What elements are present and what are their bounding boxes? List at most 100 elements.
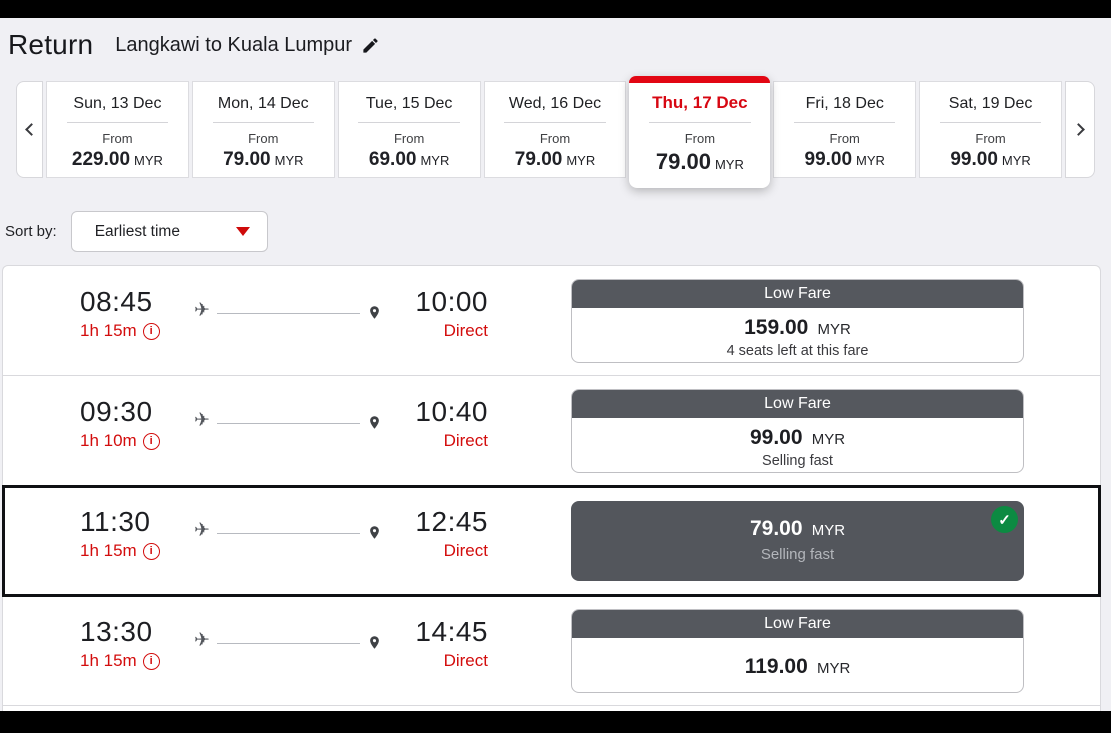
route-summary: Langkawi to Kuala Lumpur [115,34,380,57]
flight-row[interactable]: 08:45 1h 15m i ✈ 10:00 Direct Low Fare 1… [3,266,1100,376]
selected-check-icon: ✓ [991,506,1018,533]
date-card[interactable]: Tue, 15 Dec From 69.00 MYR [337,81,481,178]
from-label: From [248,131,279,146]
fare-card-selected[interactable]: 79.00 MYR Selling fast ✓ [571,501,1024,581]
location-pin-icon [367,525,382,540]
date-label: Sat, 19 Dec [948,95,1033,112]
duration-line: 1h 15m i [80,651,160,671]
date-label: Wed, 16 Dec [508,95,602,112]
info-icon[interactable]: i [142,322,160,340]
departure-time: 08:45 [80,286,153,317]
airplane-icon: ✈ [194,520,210,541]
date-currency: MYR [856,153,885,168]
date-currency: MYR [420,153,450,168]
date-label: Tue, 15 Dec [365,95,453,112]
departure-time: 13:30 [80,616,153,647]
arrival-time: 10:40 [415,396,488,427]
next-row-sliver [3,706,1100,711]
date-price-line: 99.00 MYR [920,149,1061,171]
date-price-line: 79.00 MYR [629,149,770,175]
date-label: Mon, 14 Dec [217,95,309,112]
date-currency: MYR [566,153,596,168]
sort-dropdown[interactable]: Earliest time [70,211,268,252]
flight-row[interactable]: 09:30 1h 10m i ✈ 10:40 Direct Low Fare 9… [3,376,1100,486]
date-price: 99.00 [950,149,998,170]
stops-label: Direct [443,541,488,560]
flight-row-selected[interactable]: 11:30 1h 15m i ✈ 12:45 Direct 79.00 MYR … [2,485,1101,597]
fare-note: Selling fast [762,453,833,469]
info-icon[interactable]: i [142,652,160,670]
date-card[interactable]: Mon, 14 Dec From 79.00 MYR [191,81,335,178]
date-currency: MYR [274,153,304,168]
duration-line: 1h 15m i [80,321,160,341]
date-price: 79.00 [514,149,563,170]
arrival-time: 12:45 [415,506,488,537]
duration-text: 1h 15m [80,651,137,670]
arrival-time: 10:00 [415,286,488,317]
page-title: Return [8,29,94,60]
airplane-icon: ✈ [194,410,210,431]
fare-note: 4 seats left at this fare [726,343,869,359]
departure-block: 13:30 1h 15m i [80,616,160,671]
date-price-line: 99.00 MYR [774,149,915,171]
flight-path-line [217,533,360,534]
airplane-icon: ✈ [194,630,210,651]
selected-date-accent-bar [629,76,771,83]
fare-price-line: 99.00 MYR [572,426,1023,450]
fare-card[interactable]: Low Fare 119.00 MYR ✓ [571,609,1024,693]
date-price-line: 79.00 MYR [193,149,334,171]
date-currency: MYR [134,153,163,168]
fare-price-line: 159.00 MYR [572,316,1023,340]
departure-block: 08:45 1h 15m i [80,286,160,341]
date-card[interactable]: Fri, 18 Dec From 99.00 MYR [773,81,917,178]
info-icon[interactable]: i [142,542,160,560]
date-card-divider [66,122,169,123]
duration-text: 1h 15m [80,321,137,340]
duration-text: 1h 15m [80,541,137,560]
duration-line: 1h 15m i [80,541,160,561]
location-pin-icon [367,415,382,430]
fare-card[interactable]: Low Fare 159.00 MYR 4 seats left at this… [571,279,1024,363]
next-dates-button[interactable] [1065,81,1096,178]
chevron-down-icon [235,227,250,236]
edit-route-icon[interactable] [361,36,380,55]
date-currency: MYR [1001,153,1031,168]
date-card[interactable]: Sat, 19 Dec From 99.00 MYR [919,81,1063,178]
top-letterbox-bar [0,0,1111,18]
date-card[interactable]: Sun, 13 Dec From 229.00 MYR [46,81,189,178]
departure-block: 11:30 1h 15m i [80,506,160,561]
fare-body: 79.00 MYR Selling fast [571,501,1024,563]
sort-bar: Sort by: Earliest time [5,211,268,252]
fare-body: 159.00 MYR 4 seats left at this fare [572,308,1023,359]
fare-price: 79.00 [749,517,803,540]
fare-card[interactable]: Low Fare 99.00 MYR Selling fast ✓ [571,389,1024,473]
fare-body: 99.00 MYR Selling fast [572,418,1023,469]
arrival-block: 12:45 Direct [378,506,488,561]
date-card-divider [358,122,460,123]
from-label: From [684,131,716,146]
info-icon[interactable]: i [142,432,160,450]
fare-type-header: Low Fare [572,390,1023,418]
arrival-block: 10:40 Direct [378,396,488,451]
flight-row[interactable]: 13:30 1h 15m i ✈ 14:45 Direct Low Fare 1… [3,596,1100,706]
page-header: Return Langkawi to Kuala Lumpur [0,18,1111,72]
flight-path-line [217,643,360,644]
bottom-letterbox-bar [0,711,1111,733]
from-label: From [539,131,571,146]
date-card-selected[interactable]: Thu, 17 Dec From 79.00 MYR [629,76,771,188]
date-price-line: 79.00 MYR [485,149,626,171]
date-price: 79.00 [655,149,711,174]
date-carousel: Sun, 13 Dec From 229.00 MYR Mon, 14 Dec F… [16,76,1096,189]
date-price-line: 229.00 MYR [47,149,188,171]
location-pin-icon [367,635,382,650]
date-card-divider [212,122,314,123]
fare-price-line: 79.00 MYR [571,517,1024,541]
flight-path-line [217,313,360,314]
prev-dates-button[interactable] [16,81,43,178]
stops-label: Direct [443,431,488,450]
route-text: Langkawi to Kuala Lumpur [115,33,353,56]
fare-price: 119.00 [744,655,808,678]
date-card-divider [794,122,896,123]
duration-text: 1h 10m [80,431,137,450]
date-card[interactable]: Wed, 16 Dec From 79.00 MYR [483,81,627,178]
